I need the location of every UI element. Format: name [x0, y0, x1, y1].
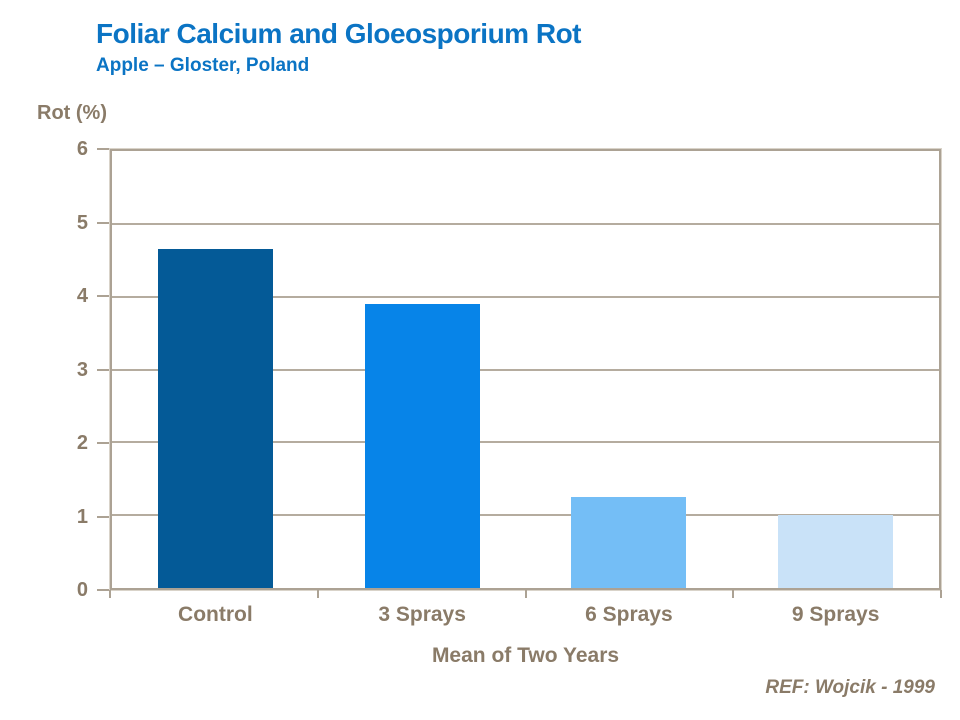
- gridline-1: [112, 514, 939, 517]
- gridline-4: [112, 295, 939, 298]
- y-tick-label-6: 6: [76, 138, 88, 160]
- bar-control: [157, 249, 273, 588]
- plot-area: [109, 148, 942, 591]
- chart-title: Foliar Calcium and Gloeosporium Rot: [96, 18, 582, 49]
- y-tick-mark-5: [97, 221, 109, 224]
- y-tick-mark-0: [97, 589, 109, 591]
- x-category-label-9-sprays: 9 Sprays: [791, 603, 880, 626]
- y-tick-label-5: 5: [76, 211, 88, 234]
- y-axis-title: Rot (%): [37, 102, 107, 124]
- y-tick-mark-4: [97, 295, 109, 297]
- bar-6-sprays: [571, 496, 687, 588]
- bar-3-sprays: [364, 303, 480, 588]
- y-tick-mark-6: [97, 148, 109, 150]
- gridline-2: [112, 441, 939, 444]
- x-tick-mark-3: [732, 590, 735, 598]
- x-tick-mark-0: [109, 590, 111, 598]
- x-tick-mark-1: [316, 590, 319, 598]
- y-tick-label-3: 3: [76, 358, 88, 381]
- gridline-3: [112, 368, 939, 371]
- y-tick-label-1: 1: [76, 505, 88, 528]
- reference-note: REF: Wojcik - 1999: [765, 677, 935, 698]
- y-tick-label-2: 2: [76, 432, 88, 454]
- bar-9-sprays: [778, 515, 894, 588]
- y-tick-mark-3: [97, 368, 109, 371]
- y-tick-label-0: 0: [76, 579, 88, 601]
- x-axis-title: Mean of Two Years: [431, 644, 620, 667]
- y-tick-mark-2: [97, 442, 109, 444]
- gridline-5: [112, 222, 939, 225]
- chart-subtitle: Apple – Gloster, Poland: [96, 55, 310, 76]
- x-category-label-3-sprays: 3 Sprays: [378, 603, 466, 626]
- x-category-label-control: Control: [178, 603, 253, 626]
- x-tick-mark-4: [940, 590, 942, 598]
- y-tick-label-4: 4: [76, 285, 88, 307]
- x-category-label-6-sprays: 6 Sprays: [585, 603, 673, 626]
- x-tick-mark-2: [524, 590, 527, 598]
- y-tick-mark-1: [97, 515, 109, 518]
